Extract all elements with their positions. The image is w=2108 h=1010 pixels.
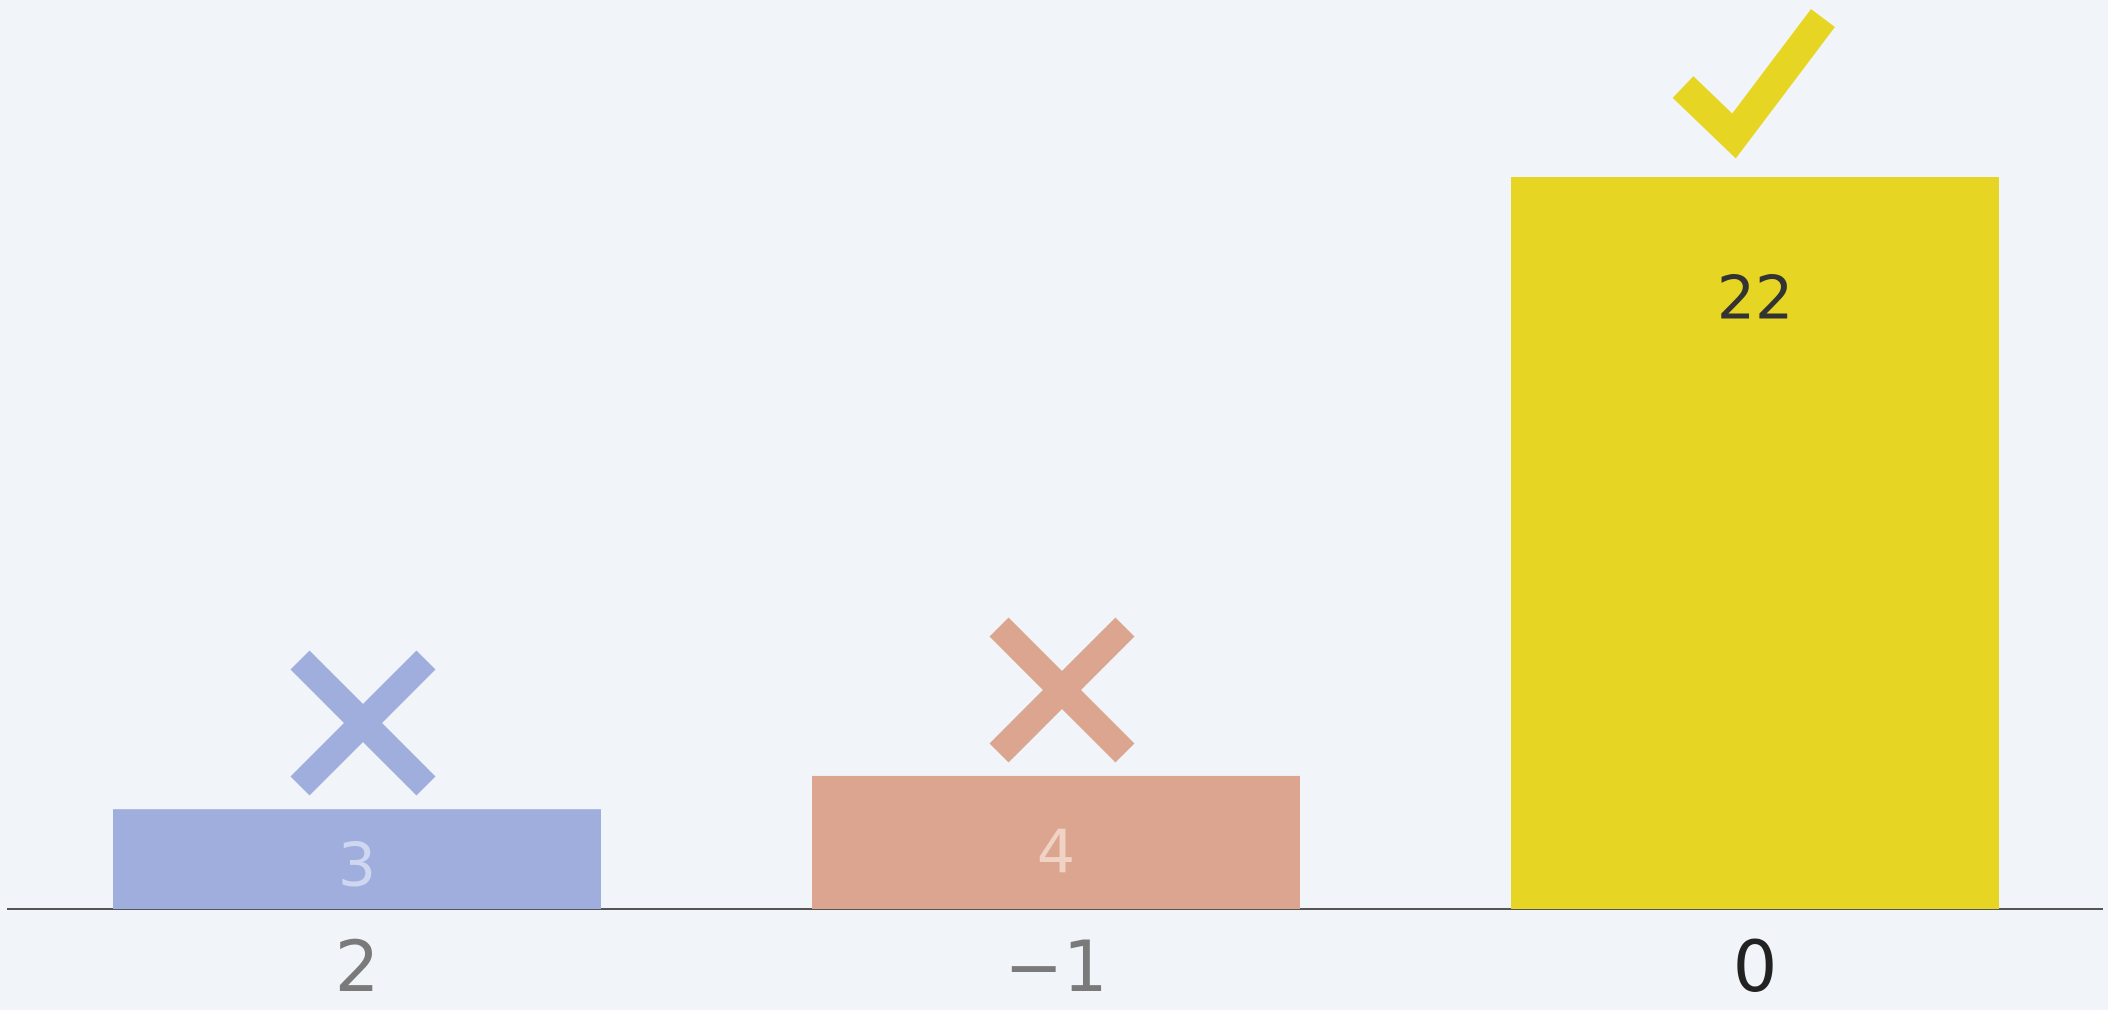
check-icon bbox=[1672, 8, 1835, 159]
bar bbox=[1511, 177, 1999, 909]
bar bbox=[113, 809, 601, 909]
x-tick-label: 0 bbox=[1733, 926, 1778, 1008]
data-label: 22 bbox=[1717, 264, 1793, 334]
x-tick-label: 2 bbox=[335, 926, 380, 1008]
data-label: 4 bbox=[1037, 817, 1075, 887]
bar bbox=[812, 775, 1300, 909]
cross-icon bbox=[989, 617, 1135, 763]
x-tick-label: −1 bbox=[1004, 926, 1107, 1008]
cross-icon bbox=[290, 650, 436, 796]
data-label: 3 bbox=[338, 831, 376, 901]
